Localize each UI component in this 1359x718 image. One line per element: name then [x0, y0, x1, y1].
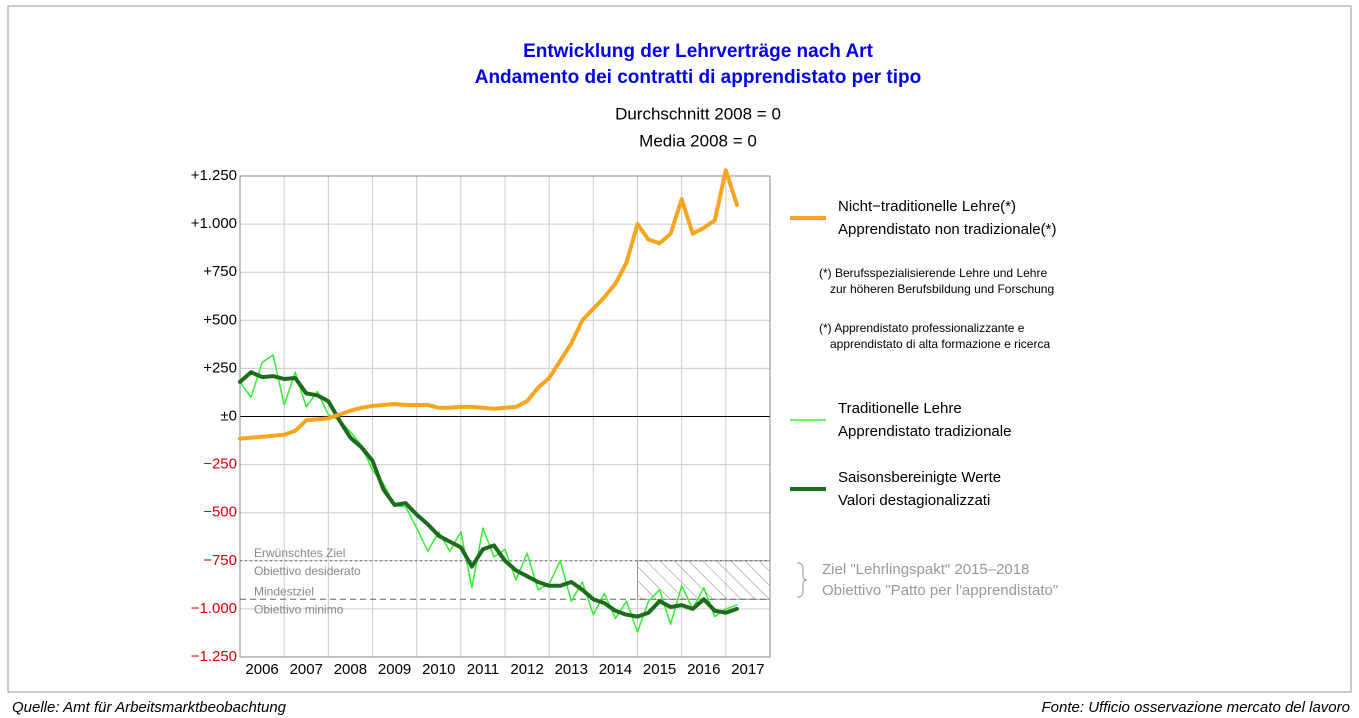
frame — [7, 5, 1352, 693]
legend-label: Apprendistato non tradizionale(*) — [838, 221, 1056, 238]
y-tick-label: ±0 — [220, 407, 237, 424]
legend-label: Traditionelle Lehre — [838, 400, 962, 417]
x-tick-label: 2010 — [422, 661, 455, 678]
x-tick-label: 2016 — [687, 661, 720, 678]
x-tick-label: 2017 — [731, 661, 764, 678]
y-tick-label: −1.250 — [191, 648, 237, 665]
series-line — [239, 354, 738, 633]
note: zur höheren Berufsbildung und Forschung — [830, 282, 1054, 296]
legend-label: Valori destagionalizzati — [838, 492, 990, 509]
y-tick-label: −1.000 — [191, 600, 237, 617]
y-tick-label: +250 — [203, 359, 237, 376]
legend-label: Apprendistato tradizionale — [838, 423, 1011, 440]
target-zone — [637, 560, 771, 600]
y-tick-label: +750 — [203, 263, 237, 280]
reference-label: Obiettivo desiderato — [254, 564, 361, 578]
y-tick-label: −750 — [203, 552, 237, 569]
reference-label: Obiettivo minimo — [254, 602, 344, 616]
y-tick-label: −500 — [203, 504, 237, 521]
legend-label: Saisonsbereinigte Werte — [838, 469, 1001, 486]
note: (*) Apprendistato professionalizzante e — [819, 321, 1025, 335]
x-tick-label: 2015 — [643, 661, 676, 678]
x-tick-label: 2008 — [334, 661, 367, 678]
source: Fonte: Ufficio osservazione mercato del … — [1042, 699, 1350, 716]
target-label: Obiettivo "Patto per l'apprendistato" — [822, 582, 1058, 599]
note: (*) Berufsspezialisierende Lehre und Leh… — [819, 266, 1047, 280]
y-tick-label: −250 — [203, 456, 237, 473]
x-tick-label: 2014 — [599, 661, 632, 678]
subtitle: Media 2008 = 0 — [639, 131, 757, 150]
x-tick-label: 2011 — [467, 661, 499, 678]
series-line — [238, 370, 739, 619]
reference-label: Mindestziel — [254, 584, 314, 598]
note: apprendistato di alta formazione e ricer… — [830, 337, 1050, 351]
x-tick-label: 2013 — [555, 661, 588, 678]
chart-title: Andamento dei contratti di apprendistato… — [475, 67, 922, 88]
x-tick-label: 2006 — [245, 661, 278, 678]
series-line — [238, 168, 739, 441]
y-tick-label: +1.250 — [191, 167, 237, 184]
y-tick-label: +1.000 — [191, 215, 237, 232]
x-tick-label: 2012 — [510, 661, 543, 678]
plot-border — [239, 175, 771, 658]
subtitle: Durchschnitt 2008 = 0 — [615, 104, 781, 123]
target-label: Ziel "Lehrlingspakt" 2015–2018 — [822, 561, 1029, 578]
x-tick-label: 2009 — [378, 661, 411, 678]
chart-title: Entwicklung der Lehrverträge nach Art — [523, 41, 873, 62]
x-tick-label: 2007 — [290, 661, 323, 678]
reference-label: Erwünschtes Ziel — [254, 546, 345, 560]
source: Quelle: Amt für Arbeitsmarktbeobachtung — [12, 699, 287, 716]
legend-label: Nicht−traditionelle Lehre(*) — [838, 198, 1016, 215]
y-tick-label: +500 — [203, 311, 237, 328]
brace — [796, 562, 808, 598]
